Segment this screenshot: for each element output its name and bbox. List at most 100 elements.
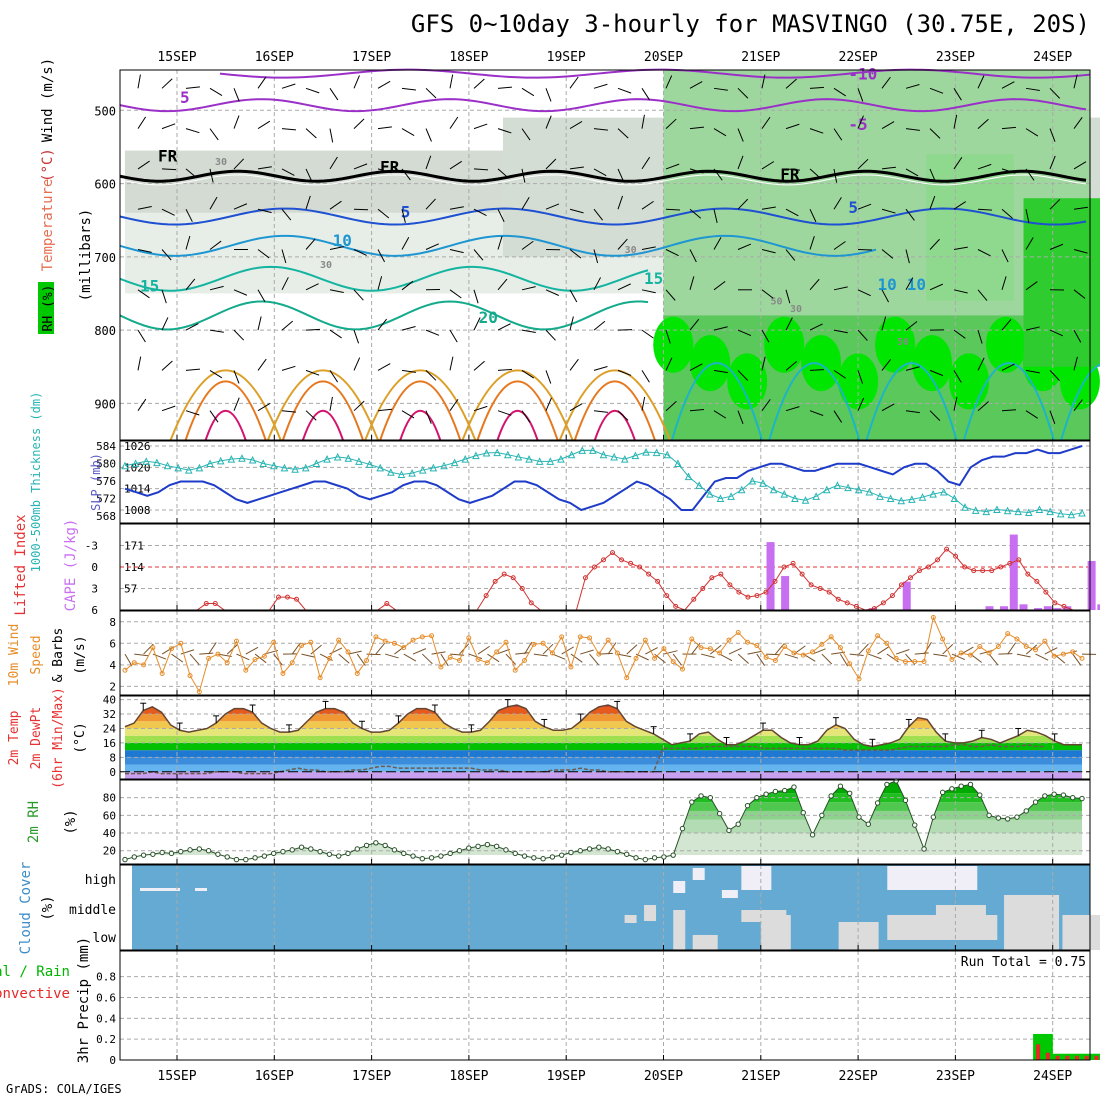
- surface-wind-barb: [134, 653, 149, 657]
- wind-barb: [1049, 155, 1056, 170]
- cloud-block: [887, 866, 978, 890]
- thickness-point: [503, 450, 512, 459]
- thickness-point: [822, 485, 831, 494]
- wind-barb: [953, 246, 968, 250]
- wind-barb: [1025, 369, 1040, 374]
- cloud-level-label: low: [93, 931, 117, 946]
- wind-speed-point: [280, 670, 286, 676]
- wind-speed-point: [707, 646, 713, 652]
- temp-band: [125, 757, 1082, 765]
- wind-speed-point: [549, 650, 555, 656]
- wind-barb: [641, 329, 654, 339]
- thickness-point: [727, 492, 735, 500]
- wind-speed-point: [986, 650, 992, 656]
- wind-barb: [209, 128, 219, 141]
- wind-barb: [449, 329, 458, 343]
- wind-speed-point: [243, 667, 249, 673]
- wind-barb: [209, 285, 224, 291]
- slp-tick-label: 1026: [124, 440, 151, 453]
- wind-barb: [1001, 168, 1016, 174]
- surface-wind-barb: [412, 648, 427, 655]
- wind-barb: [545, 88, 552, 102]
- wind-barb: [161, 208, 175, 216]
- wind-barb: [833, 286, 848, 291]
- wind-barb: [785, 406, 800, 412]
- wind-barb: [929, 168, 936, 182]
- slp-line: [124, 445, 1083, 512]
- thickness-point: [248, 455, 257, 464]
- wind-barb: [905, 321, 918, 331]
- rh-point: [1079, 795, 1085, 802]
- rh-point: [401, 850, 407, 857]
- wind-barb: [473, 289, 479, 304]
- thickness-point: [301, 463, 310, 472]
- wind-barb: [785, 361, 798, 371]
- rh-point: [122, 856, 128, 863]
- wind-barb: [161, 289, 167, 304]
- wind-barb: [353, 118, 365, 129]
- rh-point: [1042, 793, 1048, 799]
- thickness-point: [620, 455, 629, 463]
- thickness-point: [163, 461, 172, 470]
- thickness-point: [429, 463, 438, 472]
- precip-axis-label: 3hr Precip (mm): [76, 937, 92, 1063]
- wind-barb: [1049, 410, 1056, 425]
- wind-barb: [257, 358, 267, 371]
- wind-speed-axis-label: Speed: [29, 635, 44, 674]
- li-point: [980, 568, 986, 574]
- li-point: [853, 603, 859, 609]
- rh-point: [196, 846, 203, 852]
- top-date-label: 21SEP: [741, 50, 780, 65]
- rh-point: [326, 851, 333, 857]
- wind-barb: [377, 318, 388, 331]
- li-tick-label: 6: [91, 604, 98, 617]
- wind-barb: [377, 276, 383, 290]
- wind-barb: [761, 289, 774, 299]
- wind-barb: [545, 115, 552, 129]
- wind-barb: [593, 83, 608, 89]
- contour-freezing-inner: [119, 174, 1087, 186]
- top-date-label: 16SEP: [255, 50, 294, 65]
- contour-label: 30: [625, 245, 637, 256]
- wind-speed-point: [494, 649, 500, 655]
- wind-barb: [713, 209, 718, 223]
- wind-barb: [593, 249, 599, 264]
- rh-point: [308, 846, 314, 852]
- wind-barb: [665, 118, 677, 129]
- wind-speed-point: [429, 633, 435, 639]
- rh-axis-label: RH (%): [41, 285, 56, 332]
- surface-wind-barb: [189, 653, 200, 665]
- li-point: [700, 586, 706, 591]
- li-point: [898, 582, 904, 588]
- wind-barb: [233, 158, 245, 170]
- wind-barb: [185, 323, 199, 331]
- wind-barb: [977, 163, 992, 170]
- surface-wind-barb: [896, 649, 910, 655]
- rh-point: [884, 781, 890, 788]
- bottom-date-label: 19SEP: [547, 1069, 586, 1084]
- wind-barb: [233, 115, 240, 129]
- rh-point: [1032, 799, 1039, 805]
- wind-barb: [977, 329, 983, 344]
- thickness-point: [514, 452, 523, 461]
- wind-barb: [161, 249, 172, 261]
- wind-barb: [1049, 198, 1061, 210]
- li-point: [745, 594, 751, 600]
- wind-speed-point: [531, 641, 537, 647]
- rh-point: [847, 790, 853, 796]
- contour-label: 5: [180, 88, 190, 107]
- li-point: [492, 578, 498, 584]
- slp-panel-frame: [119, 440, 1091, 524]
- wind-barb: [833, 168, 838, 183]
- rh-point: [335, 853, 342, 859]
- wind-barb: [833, 197, 842, 210]
- surface-wind-barb: [728, 647, 742, 655]
- wind-barb: [953, 289, 968, 294]
- wind-barb: [209, 196, 218, 210]
- cloud-block: [140, 888, 180, 891]
- wind-barb: [569, 358, 579, 371]
- humidity-patch: [727, 353, 768, 410]
- wind-barb: [785, 123, 800, 130]
- dewpoint-line: [125, 743, 1046, 775]
- slp-tick-label: 1014: [124, 483, 151, 496]
